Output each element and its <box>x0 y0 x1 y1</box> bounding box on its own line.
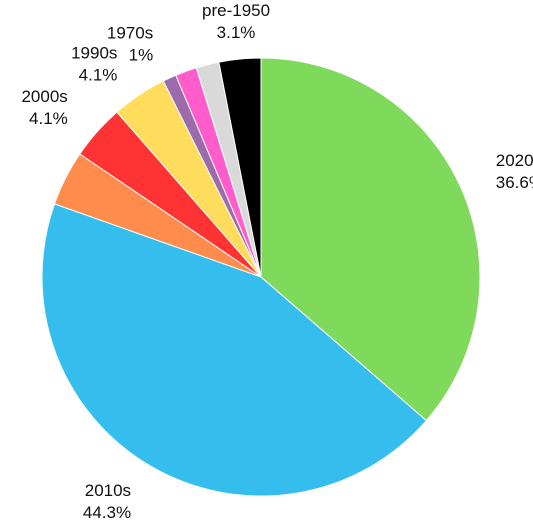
slice-name: pre-1950 <box>202 1 270 20</box>
pie-slice-pre-1950 <box>218 57 262 278</box>
slice-label-2020s: 2020s 36.6% <box>496 151 533 192</box>
slice-name: 1990s <box>71 44 117 63</box>
slice-name: 1970s <box>107 24 153 43</box>
slice-percent: 44.3% <box>83 503 131 522</box>
slice-name: 2000s <box>21 87 67 106</box>
pie-slice-2020s <box>260 57 481 422</box>
slice-name: 2010s <box>85 481 131 500</box>
slice-label-2010s: 2010s 44.3% <box>83 481 131 522</box>
slice-percent: 4.1% <box>29 109 68 128</box>
slice-label-2000s: 2000s 4.1% <box>21 87 67 128</box>
pie-labels: 2020s36.6%2010s44.3%2000s4.1%1990s4.1%19… <box>21 1 533 522</box>
slice-label-1990s: 1990s 4.1% <box>71 44 117 85</box>
slice-label-pre-1950: pre-1950 3.1% <box>202 1 270 42</box>
slice-percent: 1% <box>129 46 154 65</box>
slice-name: 2020s <box>496 151 533 170</box>
slice-percent: 3.1% <box>217 23 256 42</box>
slice-percent: 4.1% <box>79 66 118 85</box>
pie-slice-2010s <box>41 203 428 497</box>
pie-slices <box>41 57 481 497</box>
slice-label-1970s: 1970s 1% <box>107 24 153 65</box>
slice-percent: 36.6% <box>496 173 533 192</box>
